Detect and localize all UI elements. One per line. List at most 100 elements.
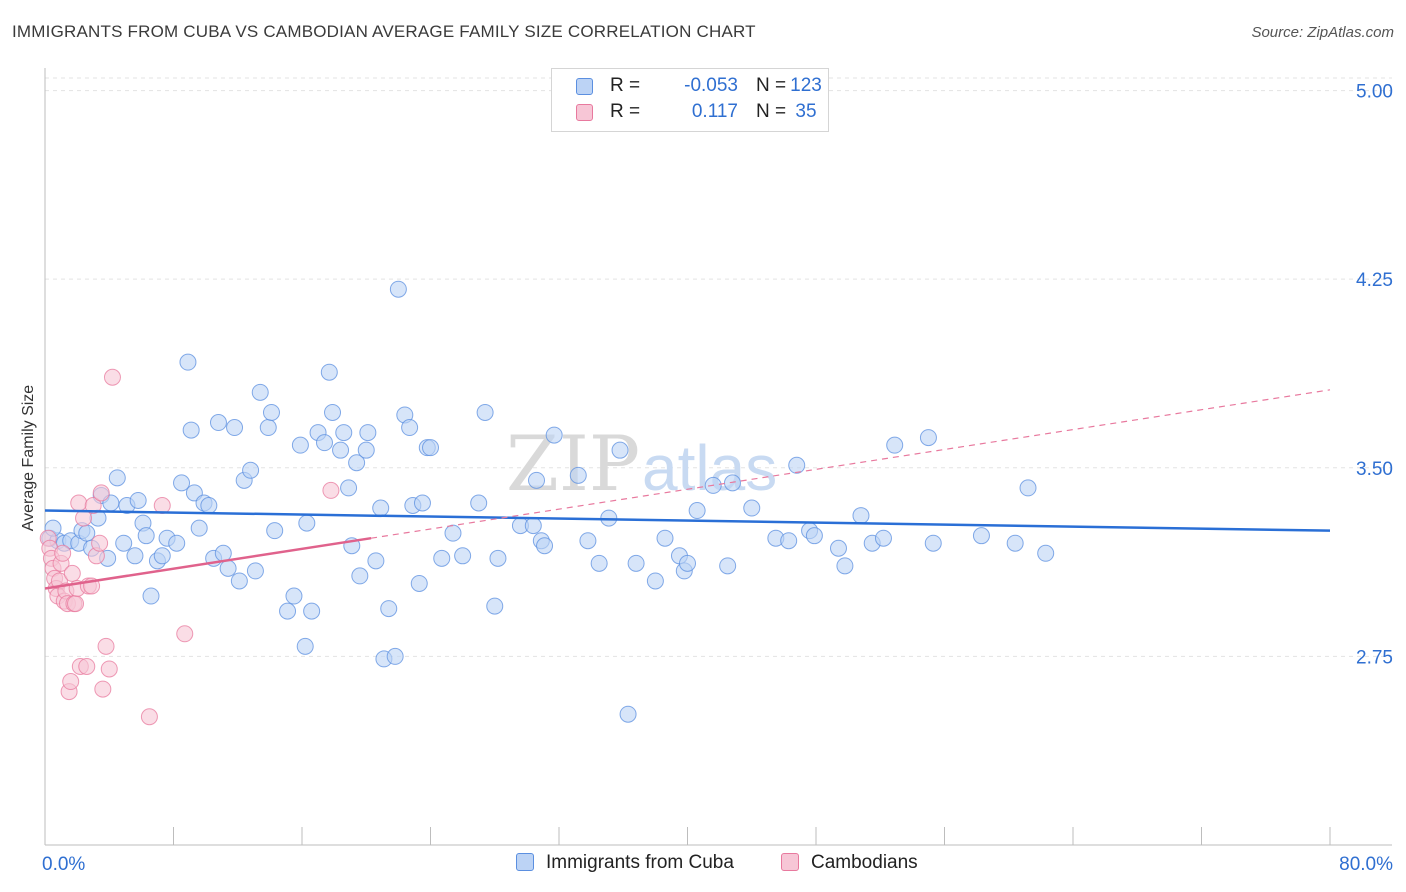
- point-cuba: [805, 527, 823, 545]
- legend-r-value: 0.117: [691, 101, 738, 122]
- bottom-legend-cambodians: Cambodians: [781, 852, 918, 874]
- point-cuba: [129, 491, 147, 509]
- point-cuba: [332, 441, 350, 459]
- point-cuba: [315, 434, 333, 452]
- point-cambodian: [140, 708, 158, 726]
- point-cuba: [209, 414, 227, 432]
- point-cuba: [389, 280, 407, 298]
- axes: 5.00 4.25 3.50 2.75 0.0% 80.0%: [42, 68, 1393, 875]
- point-cuba: [524, 517, 542, 535]
- point-cuba: [656, 529, 674, 547]
- legend-swatch-cuba: [576, 78, 593, 95]
- point-cuba: [486, 597, 504, 615]
- point-cuba: [219, 559, 237, 577]
- point-cuba: [200, 497, 218, 515]
- legend-n-value: 123: [790, 75, 822, 96]
- point-cambodian: [54, 544, 72, 562]
- point-cambodian: [62, 673, 80, 691]
- point-cuba: [646, 572, 664, 590]
- point-cuba: [679, 554, 696, 572]
- y-tick-label: 5.00: [1356, 82, 1393, 103]
- point-cuba: [266, 522, 284, 540]
- point-cuba: [303, 602, 321, 620]
- point-cuba: [251, 383, 269, 401]
- point-cuba: [242, 461, 260, 479]
- y-tick-label: 3.50: [1356, 459, 1393, 480]
- point-cuba: [126, 547, 144, 565]
- point-cuba: [545, 426, 563, 444]
- legend-n-label: N =: [756, 75, 787, 96]
- point-cuba: [230, 572, 248, 590]
- point-cuba: [246, 562, 264, 580]
- point-cuba: [340, 479, 358, 497]
- legend-r-value: -0.053: [684, 75, 738, 96]
- point-cuba: [401, 419, 419, 437]
- point-cuba: [298, 514, 316, 532]
- point-cuba: [590, 554, 608, 572]
- point-cuba: [476, 403, 494, 421]
- point-cuba: [367, 552, 385, 570]
- point-cambodian: [70, 494, 88, 512]
- point-cuba: [536, 537, 554, 555]
- point-cambodian: [176, 625, 194, 643]
- point-cuba: [262, 403, 280, 421]
- trend-line-cambodian: [44, 536, 372, 590]
- point-cuba: [359, 424, 377, 442]
- point-cuba: [351, 567, 369, 585]
- bottom-legend-cuba: Immigrants from Cuba: [516, 852, 734, 874]
- point-cuba: [285, 587, 303, 605]
- point-cuba: [153, 547, 171, 565]
- source-label: Source: ZipAtlas.com: [1251, 24, 1394, 41]
- point-cuba: [422, 439, 439, 457]
- point-cuba: [320, 363, 338, 381]
- x-tick-label: 0.0%: [42, 854, 85, 875]
- y-tick-label: 2.75: [1356, 647, 1393, 668]
- point-cuba: [279, 602, 297, 620]
- point-cuba: [611, 441, 629, 459]
- x-tick-label: 80.0%: [1339, 854, 1393, 875]
- point-cuba: [137, 527, 155, 545]
- bottom-legend-label-cambodians: Cambodians: [811, 852, 918, 873]
- point-cuba: [142, 587, 160, 605]
- point-cambodian: [322, 481, 340, 499]
- point-cuba: [182, 421, 200, 439]
- point-cuba: [190, 519, 208, 537]
- point-cuba: [226, 419, 244, 437]
- point-cambodian: [97, 637, 115, 655]
- watermark-atlas: atlas: [642, 432, 777, 504]
- trend-line-cuba: [44, 509, 1331, 532]
- bottom-legend-label-cuba: Immigrants from Cuba: [546, 852, 734, 873]
- legend-n-value: 35: [795, 101, 817, 122]
- bottom-legend-swatch-cambodians: [781, 853, 799, 871]
- point-cuba: [579, 532, 597, 550]
- point-cuba: [569, 466, 587, 484]
- point-cuba: [788, 456, 806, 474]
- point-cuba: [688, 502, 706, 520]
- point-cuba: [528, 471, 546, 489]
- correlation-legend: R = -0.053 N = 123 R = 0.117 N = 35: [551, 68, 829, 132]
- chart-title: IMMIGRANTS FROM CUBA VS CAMBODIAN AVERAG…: [12, 22, 756, 41]
- point-cuba: [291, 436, 309, 454]
- point-cuba: [173, 474, 191, 492]
- point-cuba: [886, 436, 904, 454]
- legend-swatch-cambodians: [576, 104, 593, 121]
- legend-n-label: N =: [756, 101, 787, 122]
- point-cuba: [1037, 544, 1055, 562]
- point-cuba: [829, 539, 847, 557]
- point-cuba: [410, 574, 428, 592]
- point-cuba: [627, 554, 645, 572]
- point-cuba: [919, 429, 937, 447]
- point-cuba: [296, 637, 314, 655]
- point-cuba: [372, 499, 390, 517]
- point-cambodian: [67, 595, 85, 613]
- watermark-zip: ZIP: [506, 419, 640, 508]
- point-cuba: [413, 494, 431, 512]
- point-cambodian: [63, 564, 81, 582]
- point-cuba: [179, 353, 197, 371]
- point-cambodian: [103, 368, 121, 386]
- legend-r-label: R =: [610, 101, 641, 122]
- point-cuba: [743, 499, 761, 517]
- point-cuba: [433, 549, 451, 567]
- point-cuba: [115, 534, 133, 552]
- trend-line-cambodian-extension: [370, 389, 1331, 539]
